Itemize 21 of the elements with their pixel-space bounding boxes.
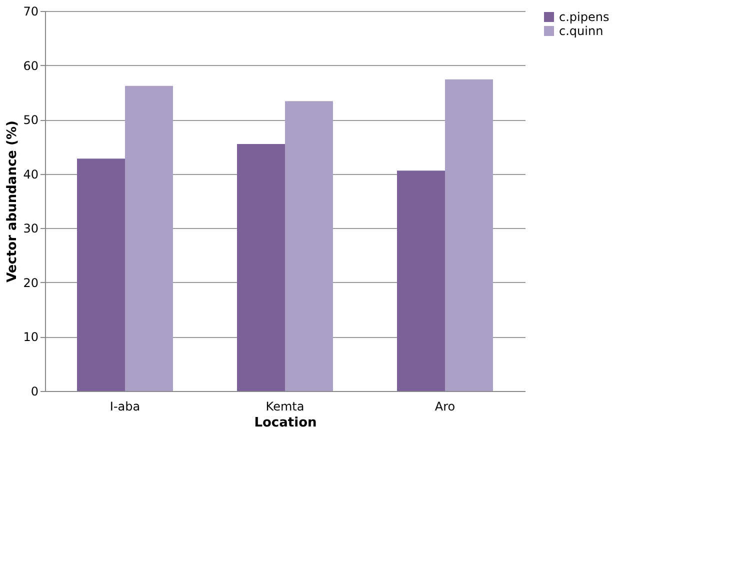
- y-tick-label: 30: [23, 222, 38, 236]
- bar: [77, 158, 125, 391]
- y-tick-label: 10: [23, 330, 38, 344]
- bar: [397, 170, 445, 391]
- x-axis-title: Location: [254, 416, 317, 430]
- legend-label: c.quinn: [559, 24, 604, 38]
- y-tick-label: 70: [23, 4, 38, 18]
- y-tick-label: 20: [23, 276, 38, 290]
- legend-label: c.pipens: [559, 10, 610, 24]
- x-tick-label: Kemta: [266, 400, 304, 414]
- y-tick-label: 60: [23, 58, 38, 73]
- x-tick-label: I-aba: [110, 400, 140, 414]
- bar: [237, 144, 285, 391]
- y-tick-label: 0: [30, 384, 38, 398]
- y-axis-title: Vector abundance (%): [5, 120, 20, 282]
- x-tick-label: Aro: [434, 400, 456, 414]
- bar: [445, 79, 493, 391]
- y-tick-label: 50: [23, 113, 38, 128]
- bar: [285, 101, 333, 391]
- bar: [125, 86, 173, 391]
- y-tick-label: 40: [23, 167, 38, 182]
